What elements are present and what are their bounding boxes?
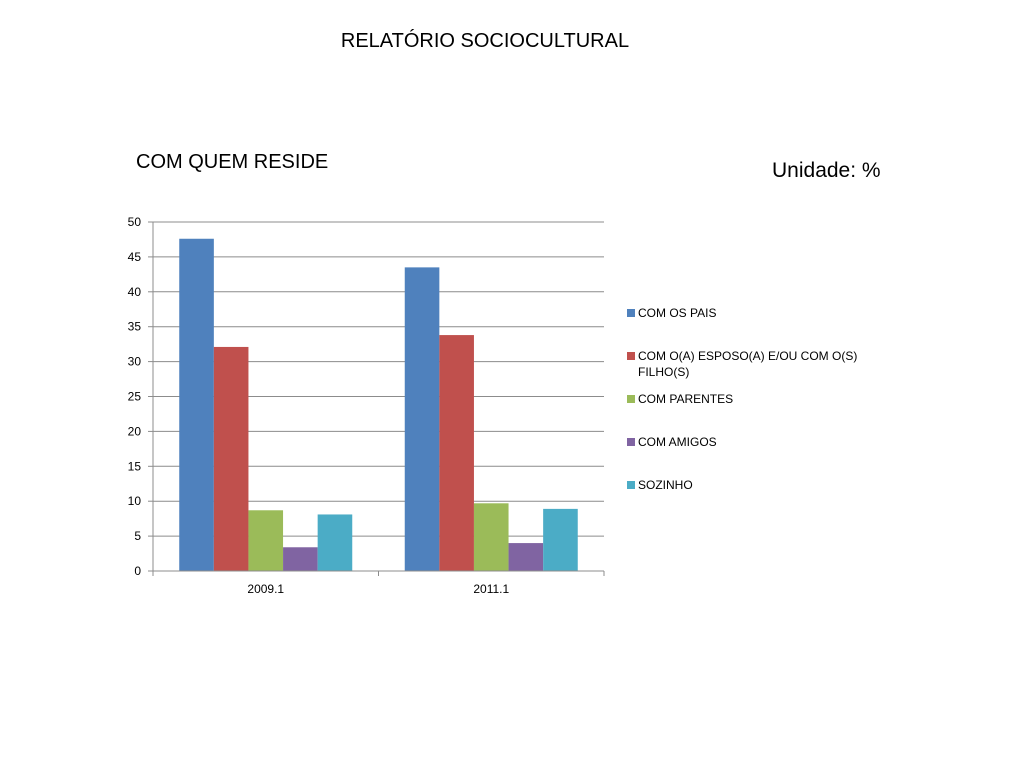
y-tick-label: 10 (128, 494, 142, 508)
y-tick-label: 35 (128, 320, 142, 334)
bar (179, 238, 214, 571)
y-tick-label: 40 (128, 285, 142, 299)
legend-item: SOZINHO (627, 477, 878, 493)
x-tick-label: 2009.1 (247, 582, 284, 596)
bar (508, 543, 544, 571)
legend-swatch (627, 352, 635, 360)
legend-label: SOZINHO (638, 478, 693, 492)
unit-label: Unidade: % (772, 159, 881, 182)
chart-title: COM QUEM RESIDE (136, 151, 329, 173)
y-tick-label: 30 (128, 355, 142, 369)
y-tick-label: 45 (128, 250, 142, 264)
bar (404, 267, 440, 571)
legend-swatch (627, 309, 635, 317)
x-tick-label: 2011.1 (473, 582, 509, 596)
legend-label: COM AMIGOS (638, 435, 717, 449)
y-tick-label: 25 (128, 390, 142, 404)
legend-item: COM PARENTES (627, 391, 878, 407)
legend-label: COM OS PAIS (638, 306, 717, 320)
legend-item: COM OS PAIS (627, 305, 878, 321)
bar (213, 346, 249, 571)
y-tick-label: 0 (134, 564, 141, 578)
bar (543, 508, 578, 571)
legend-swatch (627, 481, 635, 489)
legend-label: COM O(A) ESPOSO(A) E/OU COM O(S) FILHO(S… (638, 349, 858, 379)
y-tick-label: 15 (128, 459, 142, 473)
bar (439, 335, 474, 571)
y-tick-label: 5 (134, 529, 141, 543)
bar (283, 547, 318, 571)
y-tick-label: 20 (128, 424, 142, 438)
legend-item: COM O(A) ESPOSO(A) E/OU COM O(S) FILHO(S… (627, 348, 878, 380)
y-tick-label: 50 (128, 215, 142, 229)
page-title: RELATÓRIO SOCIOCULTURAL (340, 30, 630, 52)
legend-swatch (627, 438, 635, 446)
bar (248, 510, 284, 571)
legend-swatch (627, 395, 635, 403)
legend-label: COM PARENTES (638, 392, 734, 406)
bar (473, 503, 509, 571)
bar (317, 514, 353, 571)
legend-item: COM AMIGOS (627, 434, 878, 450)
